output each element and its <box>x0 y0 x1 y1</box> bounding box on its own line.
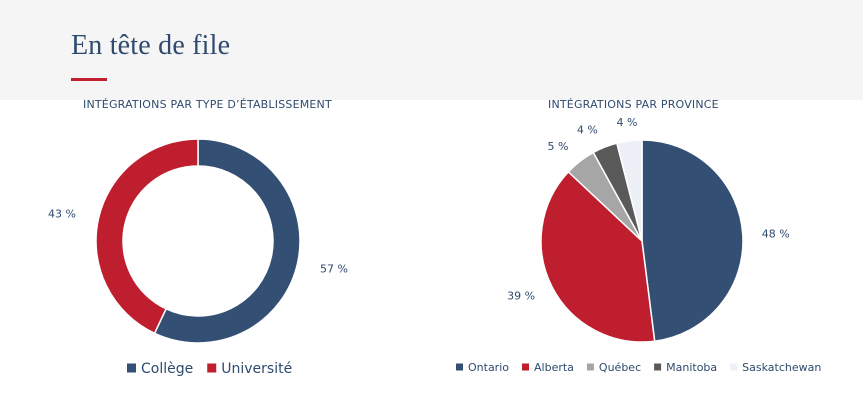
data-label-manitoba: 4 % <box>577 123 598 136</box>
header-band <box>0 0 863 100</box>
legend-item-universite: Université <box>221 361 292 377</box>
chart-title-province: INTÉGRATIONS PAR PROVINCE <box>548 98 719 111</box>
legend-item-manitoba: Manitoba <box>666 361 717 374</box>
slice-ontario <box>641 139 744 343</box>
slice-universite <box>95 138 199 335</box>
page-title: En tête de file <box>71 30 231 61</box>
legend-swatch-college <box>127 363 136 373</box>
legend-swatch-alberta <box>522 363 529 371</box>
chart-title-type: INTÉGRATIONS PAR TYPE D’ÉTABLISSEMENT <box>83 98 332 111</box>
legend-swatch-quebec <box>586 363 594 371</box>
legend-item-alberta: Alberta <box>534 361 574 374</box>
data-label-quebec: 5 % <box>547 140 568 153</box>
slice-alberta <box>540 170 656 343</box>
slice-college <box>153 138 301 344</box>
data-label-alberta: 39 % <box>507 289 535 302</box>
legend-swatch-manitoba <box>654 363 662 371</box>
data-label-universite: 43 % <box>48 208 76 221</box>
legend-item-college: Collège <box>141 361 193 377</box>
legend-swatch-universite <box>207 363 217 373</box>
legend-swatch-saskatchewan <box>730 363 738 371</box>
data-label-saskatchewan: 4 % <box>616 116 637 129</box>
data-label-ontario: 48 % <box>762 227 790 240</box>
legend-swatch-ontario <box>456 363 463 371</box>
legend-item-quebec: Québec <box>599 361 641 374</box>
legend-item-saskatchewan: Saskatchewan <box>742 361 821 374</box>
title-underline <box>71 78 107 81</box>
slice-saskatchewan <box>615 139 643 242</box>
legend-item-ontario: Ontario <box>468 361 509 374</box>
data-label-college: 57 % <box>320 262 348 275</box>
